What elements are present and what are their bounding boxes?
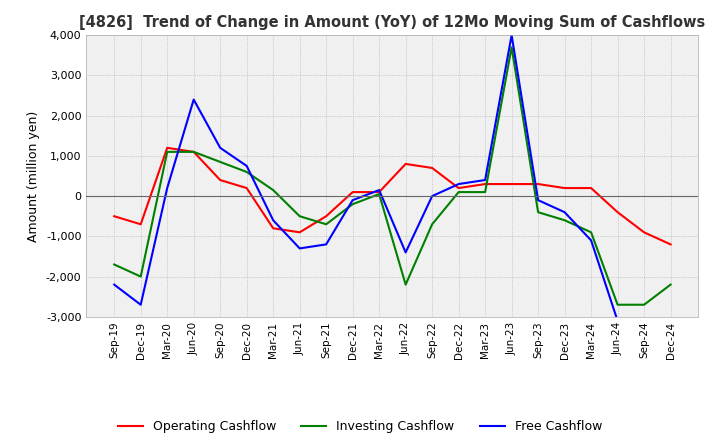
Free Cashflow [613,318,622,323]
Free Cashflow [243,163,251,169]
Line: Operating Cashflow: Operating Cashflow [114,148,670,244]
Operating Cashflow [534,181,542,187]
Investing Cashflow [295,213,304,219]
Operating Cashflow [348,190,357,195]
Free Cashflow [136,302,145,308]
Operating Cashflow [163,145,171,150]
Free Cashflow [110,282,119,287]
Investing Cashflow [454,190,463,195]
Title: [4826]  Trend of Change in Amount (YoY) of 12Mo Moving Sum of Cashflows: [4826] Trend of Change in Amount (YoY) o… [79,15,706,30]
Free Cashflow [481,177,490,183]
Investing Cashflow [613,302,622,308]
Operating Cashflow [454,185,463,191]
Investing Cashflow [508,44,516,50]
Operating Cashflow [666,242,675,247]
Investing Cashflow [269,187,277,193]
Free Cashflow [163,185,171,191]
Free Cashflow [216,145,225,150]
Operating Cashflow [189,149,198,154]
Free Cashflow [560,209,569,215]
Operating Cashflow [508,181,516,187]
Free Cashflow [454,181,463,187]
Investing Cashflow [481,190,490,195]
Operating Cashflow [587,185,595,191]
Investing Cashflow [428,222,436,227]
Free Cashflow [375,187,384,193]
Operating Cashflow [243,185,251,191]
Investing Cashflow [110,262,119,267]
Legend: Operating Cashflow, Investing Cashflow, Free Cashflow: Operating Cashflow, Investing Cashflow, … [113,415,607,438]
Operating Cashflow [613,209,622,215]
Investing Cashflow [348,202,357,207]
Investing Cashflow [136,274,145,279]
Free Cashflow [189,97,198,102]
Operating Cashflow [322,213,330,219]
Operating Cashflow [481,181,490,187]
Line: Free Cashflow: Free Cashflow [114,35,618,321]
Free Cashflow [269,218,277,223]
Investing Cashflow [560,218,569,223]
Operating Cashflow [110,213,119,219]
Investing Cashflow [640,302,649,308]
Investing Cashflow [163,149,171,154]
Y-axis label: Amount (million yen): Amount (million yen) [27,110,40,242]
Investing Cashflow [189,149,198,154]
Investing Cashflow [401,282,410,287]
Investing Cashflow [216,159,225,165]
Free Cashflow [401,250,410,255]
Operating Cashflow [136,222,145,227]
Operating Cashflow [216,177,225,183]
Free Cashflow [322,242,330,247]
Line: Investing Cashflow: Investing Cashflow [114,47,670,305]
Operating Cashflow [560,185,569,191]
Free Cashflow [534,198,542,203]
Free Cashflow [587,238,595,243]
Operating Cashflow [401,161,410,167]
Operating Cashflow [640,230,649,235]
Free Cashflow [348,198,357,203]
Operating Cashflow [375,190,384,195]
Free Cashflow [428,194,436,199]
Investing Cashflow [243,169,251,175]
Operating Cashflow [269,226,277,231]
Investing Cashflow [534,209,542,215]
Operating Cashflow [295,230,304,235]
Free Cashflow [295,246,304,251]
Operating Cashflow [428,165,436,171]
Investing Cashflow [587,230,595,235]
Investing Cashflow [375,191,384,197]
Investing Cashflow [666,282,675,287]
Investing Cashflow [322,222,330,227]
Free Cashflow [508,33,516,38]
